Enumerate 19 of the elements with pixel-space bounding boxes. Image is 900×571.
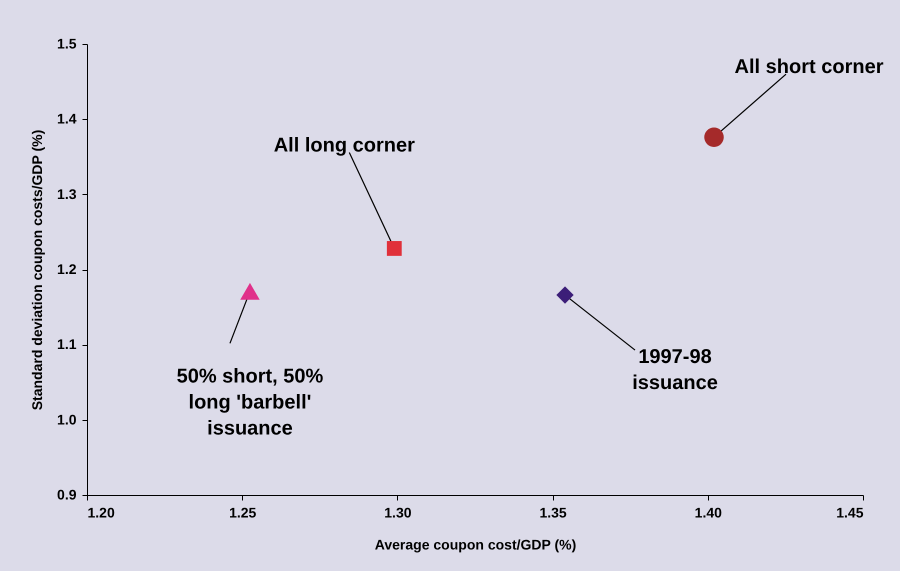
y-axis-title: Standard deviation coupon costs/GDP (%) — [29, 130, 46, 410]
annotation: 1997-98 issuance — [632, 346, 718, 394]
y-tick-label: 1.5 — [57, 36, 77, 52]
x-tick-label: 1.20 — [88, 504, 115, 520]
y-tick-label: 1.3 — [57, 186, 77, 202]
annotation: All short corner — [734, 56, 884, 78]
y-tick-label: 1.0 — [57, 411, 77, 428]
x-tick-label: 1.40 — [694, 504, 722, 520]
y-tick-label: 1.4 — [57, 110, 77, 127]
y-tick-label: 0.9 — [57, 486, 77, 502]
annotation: All long corner — [274, 134, 416, 156]
x-tick-label: 1.35 — [539, 504, 567, 520]
annotation: 50% short, 50% long 'barbell' issuance — [176, 365, 324, 440]
x-tick-label: 1.45 — [836, 504, 864, 520]
y-tick-label: 1.2 — [57, 261, 77, 277]
x-tick-label: 1.30 — [384, 504, 412, 520]
y-tick-label: 1.1 — [57, 336, 77, 352]
x-axis-title: Average coupon cost/GDP (%) — [374, 536, 576, 552]
x-tick-label: 1.25 — [229, 504, 257, 520]
